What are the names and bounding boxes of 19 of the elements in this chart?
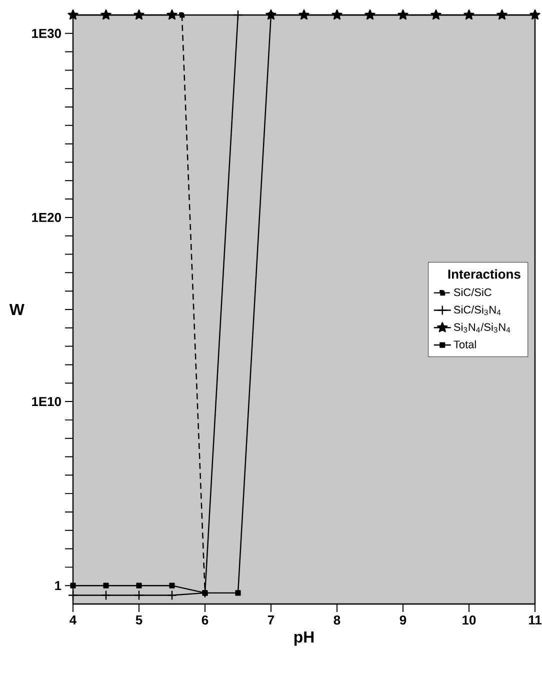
y-tick-label: 1 [55,581,62,590]
legend-label: SiC/SiC [454,288,492,296]
y-axis-title: W [9,304,24,315]
x-axis-title: pH [294,632,314,646]
x-tick-label: 9 [400,615,406,625]
x-tick-label: 5 [136,615,142,625]
y-tick-label: 1E20 [32,212,61,222]
x-tick-label: 6 [202,615,208,625]
x-tick-label: 10 [462,615,476,625]
y-tick-label: 1E30 [32,28,61,38]
legend-title: Interactions [448,269,520,279]
x-tick-label: 7 [268,615,274,624]
y-tick-label: 1E10 [32,396,61,406]
x-tick-label: 4 [70,615,77,624]
legend-label: Si$_{3}$N$_{4}$/Si$_{3}$N$_{4}$ [454,322,510,333]
x-tick-label: 11 [528,615,542,624]
x-tick-label: 8 [334,615,340,625]
legend-label: SiC/Si$_{3}$N$_{4}$ [454,306,501,316]
legend-label: Total [454,340,476,348]
